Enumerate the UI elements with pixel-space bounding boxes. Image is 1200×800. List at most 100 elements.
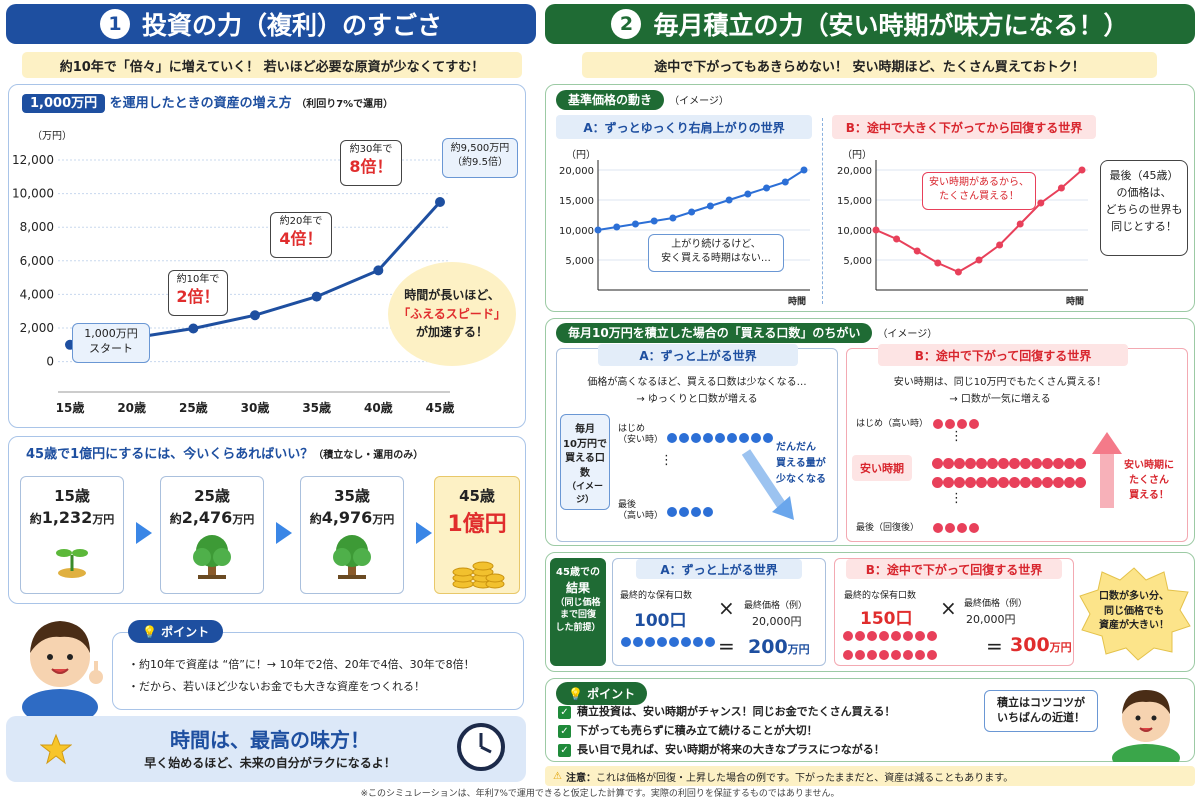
y-unit-label: （万円） [32, 131, 72, 142]
callout-end-line2: （約9.5倍） [452, 156, 508, 168]
y-tick-label: 6,000 [20, 254, 54, 268]
result-side-4: まで回復 [559, 610, 596, 621]
stage-age: 15歳 [54, 487, 90, 505]
unit-dot [915, 631, 925, 641]
unit-dot [969, 523, 979, 533]
unit-dot [932, 458, 943, 469]
data-point [188, 323, 199, 334]
unit-dot [843, 631, 853, 641]
stage-amount: 約2,476万円 [169, 508, 255, 527]
unit-dot [933, 523, 943, 533]
up-arrow-icon [1092, 432, 1122, 508]
caution-label: 注意： [565, 772, 596, 784]
callout-end: 約9,500万円 （約9.5倍） [442, 138, 518, 178]
final-note-2: の価格は、 [1116, 186, 1172, 200]
unit-dot [1064, 458, 1075, 469]
stage-card: 35歳 約4,976万円 [300, 476, 404, 594]
resultA-label: 最終的な保有口数 [620, 591, 693, 601]
left-title-bar: 1 投資の力（複利）のすごさ [6, 4, 536, 44]
unit-dot [739, 433, 749, 443]
unitsB-cheap-dots [932, 455, 1100, 493]
resultB-units: 150口 [860, 609, 913, 629]
unit-dot [1053, 458, 1064, 469]
price-point [975, 256, 983, 264]
speed-line1: 時間が長いほど、 [404, 288, 500, 303]
price-point [725, 196, 733, 204]
footnote: ※このシミュレーションは、年利7%で運用できると仮定した計算です。実際の利回りを… [360, 789, 840, 799]
tree-icon [333, 535, 371, 579]
resultB-price-label: 最終価格（例） [964, 599, 1028, 609]
unit-dot [927, 650, 937, 660]
unit-dot [1031, 458, 1042, 469]
unit-dot [763, 433, 773, 443]
units-header: 毎月10万円を積立した場合の「買える口数」のちがい （イメージ） [556, 322, 937, 343]
unit-dot [987, 477, 998, 488]
unit-dot [1031, 477, 1042, 488]
unitsA-start-dots [666, 428, 774, 447]
y-tick-label: 10,000 [559, 226, 594, 237]
price-point [650, 217, 658, 225]
data-point [373, 265, 384, 276]
result-side-3: （同じ価格 [555, 597, 601, 608]
unit-dot [976, 458, 987, 469]
speed-line3: が加速する！ [415, 325, 488, 340]
calloutA-line1: 上がり続けるけど、 [671, 239, 761, 250]
unit-dot [1009, 458, 1020, 469]
boy-illustration [22, 621, 103, 720]
unitsB-cheap: 安い時期 [852, 455, 912, 481]
sprout-icon [56, 549, 88, 578]
price-point [688, 208, 696, 216]
callout-start: 1,000万円 スタート [72, 323, 150, 363]
principal-chip: 1,000万円 [22, 94, 106, 113]
price-point [1037, 199, 1045, 207]
burst-text: 口数が多い分、 同じ価格でも 資産が大きい！ [1086, 590, 1182, 634]
x-tick-label: 30歳 [241, 400, 270, 415]
speed-bubble: 時間が長いほど、 「ふえるスピード」 が加速する！ [388, 262, 516, 366]
burst-shape [1079, 567, 1191, 661]
yunit-b: （円） [842, 150, 872, 161]
chart-header-note: （利回り7%で運用） [296, 99, 394, 110]
right-title: 毎月積立の力（安い時期が味方になる！） [653, 11, 1129, 40]
price-point [1016, 220, 1024, 228]
right-subtitle: 途中で下がってもあきらめない！ 安い時期ほど、たくさん買えておトク！ [582, 52, 1157, 78]
x-tick-label: 35歳 [302, 400, 331, 415]
y-tick-label: 8,000 [20, 220, 54, 234]
y-tick-label: 0 [46, 355, 54, 369]
x-tick-label: 20歳 [117, 400, 146, 415]
unit-dot [705, 637, 715, 647]
price-point [1078, 166, 1086, 174]
price-point [631, 220, 639, 228]
question-text: 45歳で1億円にするには、今いくらあればいい？ [26, 447, 314, 462]
unit-dot [879, 631, 889, 641]
unitsB-arrow-2: たくさん [1129, 475, 1169, 486]
left-point-panel [112, 632, 524, 710]
stage-amount: 約4,976万円 [309, 508, 395, 527]
callout-20y: 約20年で 4倍！ [270, 212, 332, 258]
section-number-2: 2 [611, 9, 642, 39]
footer-title: 時間は、最高の味方！ [170, 728, 370, 752]
unitsA-arrow-2: 買える量が [776, 458, 826, 469]
callout-10y-line1: 約10年で [176, 274, 220, 285]
resultA-units: 100口 [634, 611, 687, 631]
resultB-total-value: 300 [1010, 634, 1050, 656]
x-axis-label: 時間 [1066, 295, 1084, 307]
unit-dot [903, 631, 913, 641]
unit-dot [681, 637, 691, 647]
star-icon [40, 733, 72, 765]
checkbox-icon: ✓ [558, 744, 571, 757]
coins-icon [452, 561, 505, 589]
callout-10y: 約10年で 2倍！ [168, 270, 228, 316]
equals-sign-b: = [986, 634, 1003, 658]
price-point [893, 235, 901, 243]
unitsB-start: はじめ（高い時） [856, 419, 929, 429]
arrow-right-icon [276, 522, 292, 544]
unit-dot [1075, 477, 1086, 488]
unit-dot [855, 650, 865, 660]
price-point [800, 166, 808, 174]
unit-dot [1009, 477, 1020, 488]
callout-30y-line1: 約30年で [349, 144, 393, 155]
stage-amount: 1億円 [447, 512, 507, 537]
compound-chart-panel [8, 84, 526, 428]
right-point-1: ✓ 積立投資は、安い時期がチャンス！同じお金でたくさん買える！ [558, 702, 895, 721]
unitsA-start: はじめ （安い時） [618, 424, 663, 446]
